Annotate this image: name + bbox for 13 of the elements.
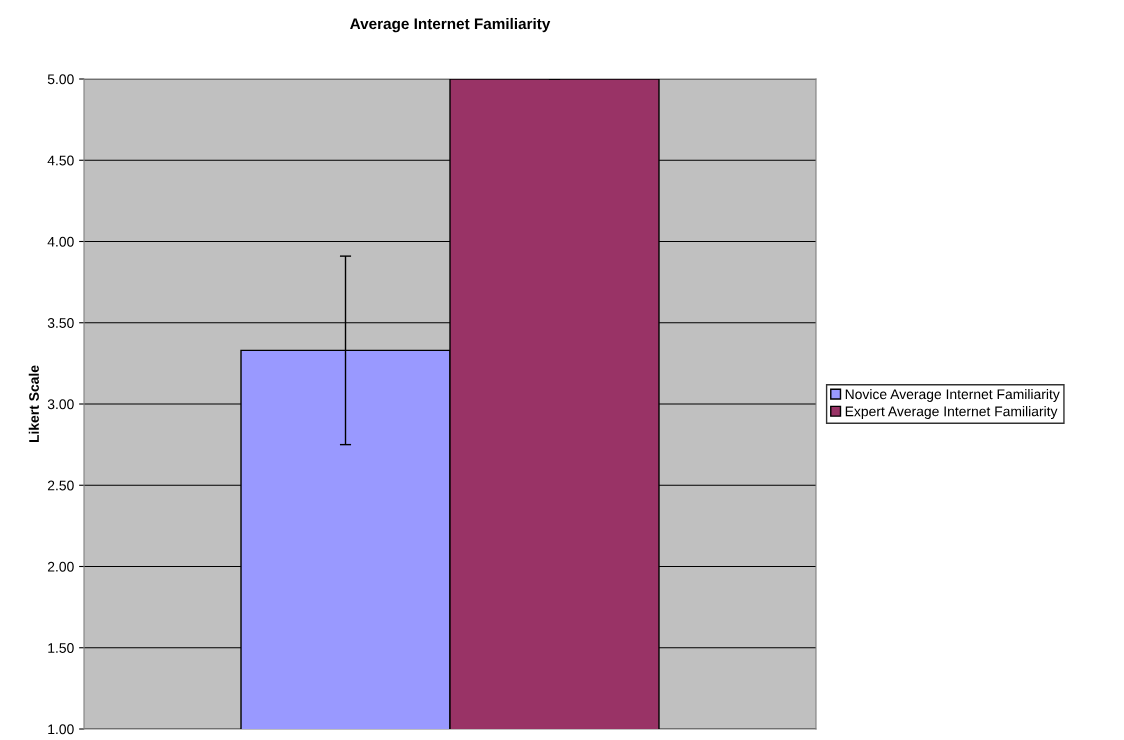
y-tick-label: 4.00 xyxy=(47,236,74,247)
chart-title: Average Internet Familiarity xyxy=(350,17,551,33)
legend-label: Expert Average Internet Familiarity xyxy=(845,406,1058,420)
y-axis-title: Likert Scale xyxy=(28,365,39,443)
y-tick-label: 5.00 xyxy=(47,74,74,85)
y-tick-label: 3.50 xyxy=(47,318,74,328)
y-tick-label: 1.00 xyxy=(48,724,74,735)
y-tick-label: 3.00 xyxy=(47,399,74,410)
y-tick-label: 4.50 xyxy=(47,155,74,166)
y-tick-label: 2.50 xyxy=(47,480,74,491)
y-tick-label: 1.50 xyxy=(48,643,74,653)
y-tick-label: 2.00 xyxy=(47,561,74,572)
legend-label: Novice Average Internet Familiarity xyxy=(845,388,1060,402)
